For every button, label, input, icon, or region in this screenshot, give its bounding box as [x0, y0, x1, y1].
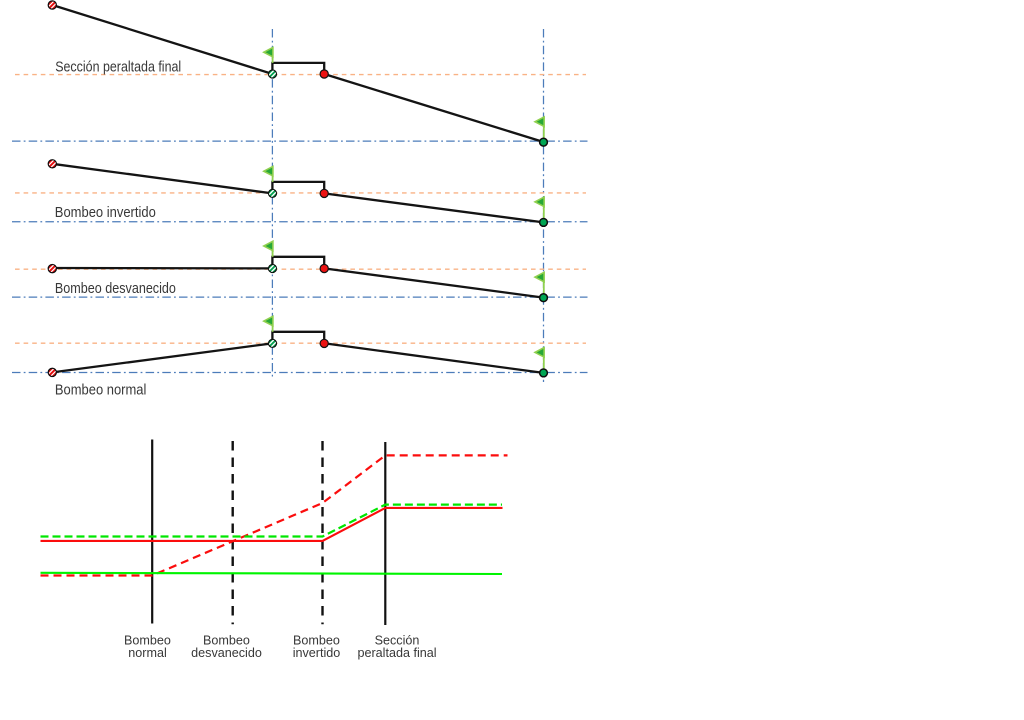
svg-text:Bombeo normal: Bombeo normal	[55, 382, 146, 399]
svg-text:desvanecido: desvanecido	[191, 646, 262, 660]
svg-text:Sección: Sección	[375, 634, 420, 648]
svg-text:Bombeo: Bombeo	[293, 634, 340, 648]
svg-text:Bombeo desvanecido: Bombeo desvanecido	[55, 280, 176, 297]
svg-text:Bombeo invertido: Bombeo invertido	[55, 204, 156, 221]
svg-text:peraltada final: peraltada final	[357, 646, 436, 660]
svg-text:Bombeo: Bombeo	[124, 634, 171, 648]
svg-text:Sección peraltada final: Sección peraltada final	[55, 59, 181, 76]
svg-text:Bombeo: Bombeo	[203, 634, 250, 648]
svg-text:normal: normal	[128, 646, 167, 660]
svg-text:invertido: invertido	[293, 646, 341, 660]
